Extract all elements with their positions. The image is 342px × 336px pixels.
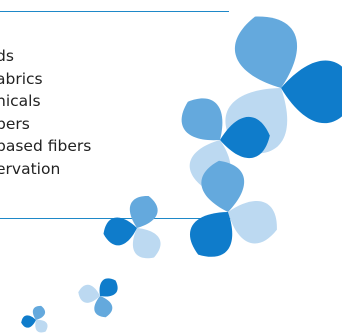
list-item: bers (0, 114, 30, 133)
top-divider-line (0, 11, 229, 12)
list-item: nicals (0, 92, 41, 110)
list-item: abrics (0, 69, 43, 88)
flower-smallest-icon (20, 303, 51, 336)
list-item: ds (0, 47, 14, 65)
list-item: based fibers (0, 137, 92, 155)
list-item: ervation (0, 159, 61, 178)
flower-small-icon (101, 191, 167, 265)
bullet-list: ds abrics nicals bers based fibers ervat… (0, 45, 91, 180)
flower-tiny-icon (76, 274, 122, 320)
